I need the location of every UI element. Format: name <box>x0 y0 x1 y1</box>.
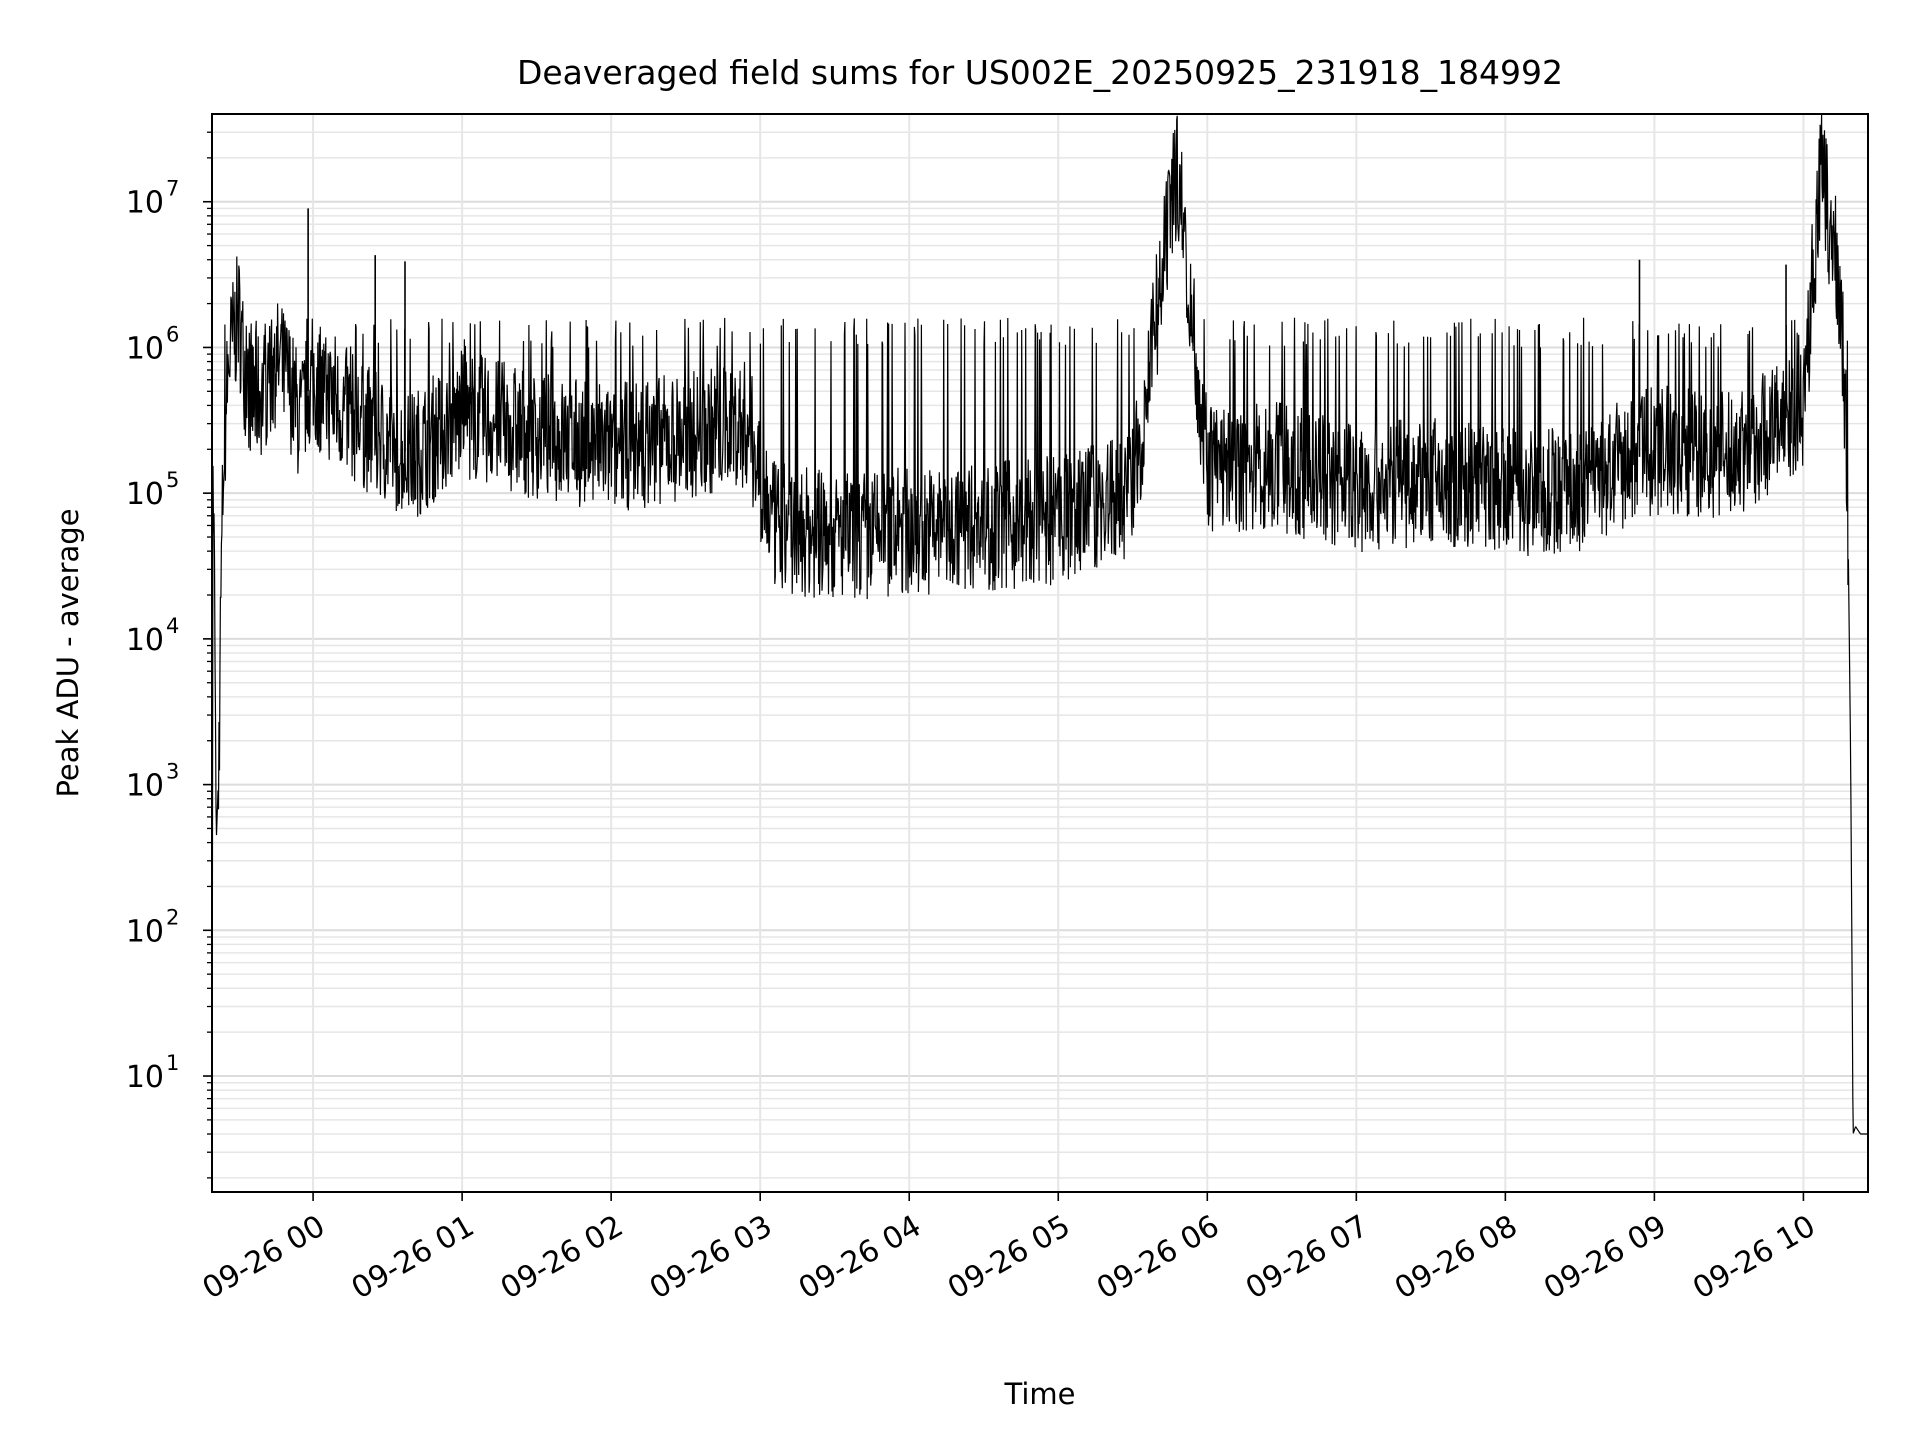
y-tick-label: 10 <box>126 186 164 221</box>
y-tick-label-exponent: 4 <box>166 614 179 638</box>
y-tick-label: 10 <box>126 1060 164 1095</box>
series-line <box>211 114 1868 1193</box>
y-axis-label: Peak ADU - average <box>51 508 85 797</box>
y-tick-label-exponent: 6 <box>166 322 179 346</box>
y-tick-label-exponent: 7 <box>166 177 179 201</box>
y-tick-label-exponent: 5 <box>166 468 179 492</box>
plot-area <box>211 114 1868 1193</box>
y-tick-label-exponent: 2 <box>166 905 179 929</box>
y-tick-label: 10 <box>126 769 164 804</box>
y-tick-label: 10 <box>126 477 164 512</box>
y-tick-label: 10 <box>126 914 164 949</box>
x-axis-label: Time <box>1004 1377 1076 1411</box>
y-tick-label-exponent: 1 <box>166 1051 179 1075</box>
chart-title: Deaveraged field sums for US002E_2025092… <box>517 53 1563 92</box>
y-tick-label: 10 <box>126 331 164 366</box>
y-tick-label: 10 <box>126 623 164 658</box>
y-tick-label-exponent: 3 <box>166 760 179 784</box>
grid <box>212 114 1868 1192</box>
